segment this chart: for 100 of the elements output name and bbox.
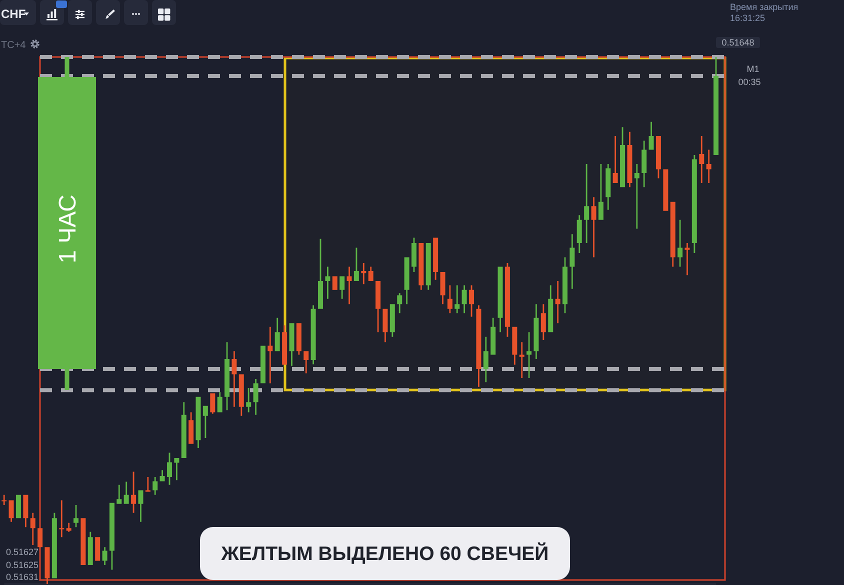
candlestick (224, 342, 230, 410)
candlestick (138, 490, 144, 522)
candlestick (246, 388, 252, 412)
candlestick (368, 266, 374, 281)
candlestick (116, 484, 122, 504)
candlestick (562, 257, 568, 314)
candlestick (555, 280, 560, 324)
annotation: ЖЕЛТЫМ ВЫДЕЛЕНО 60 СВЕЧЕЙ (220, 542, 549, 565)
candlestick (196, 396, 201, 448)
text: 0.51648 (722, 38, 754, 48)
candlestick (591, 197, 596, 258)
candlestick (397, 293, 402, 314)
annotation: 0.51627 (6, 547, 39, 557)
candlestick (440, 272, 446, 304)
candlestick (656, 136, 661, 178)
candlestick (88, 532, 93, 566)
candlestick (447, 285, 452, 314)
candlestick (483, 336, 488, 382)
candlestick (174, 458, 180, 480)
candlestick (23, 494, 28, 528)
candlestick (124, 482, 129, 504)
candlestick (238, 374, 244, 416)
candlestick (102, 547, 108, 566)
candlestick (576, 215, 582, 254)
candlestick (268, 326, 273, 384)
candlestick (181, 402, 186, 458)
candlestick (376, 280, 381, 332)
candlestick (426, 243, 431, 290)
text: 00:35 (738, 77, 761, 87)
candlestick (462, 285, 467, 314)
candlestick (346, 266, 352, 304)
candlestick (418, 243, 424, 290)
candlestick (684, 243, 690, 276)
candlestick (340, 276, 345, 299)
candlestick (498, 266, 503, 332)
candlestick (260, 346, 266, 384)
candlestick (404, 257, 410, 304)
candlestick (310, 305, 316, 364)
candlestick (274, 318, 280, 352)
text: TC+4 (1, 40, 26, 51)
candlestick (512, 326, 518, 365)
candlestick (540, 304, 546, 340)
candlestick (318, 238, 323, 309)
candlestick (612, 136, 618, 183)
candlestick (692, 155, 697, 254)
annotation: 1 ЧАС (54, 194, 82, 264)
candlestick (490, 318, 496, 355)
candlestick (454, 285, 460, 314)
candlestick (145, 477, 150, 492)
candlestick (670, 202, 676, 267)
annotation: 0.51625 (6, 560, 39, 570)
candlestick (16, 494, 21, 518)
candlestick (598, 164, 604, 220)
candlestick (30, 512, 36, 545)
candlestick (2, 494, 7, 505)
candlestick (202, 406, 208, 438)
candlestick (95, 537, 100, 561)
candlestick (325, 266, 330, 299)
candlestick (706, 150, 712, 183)
candlestick (634, 164, 640, 229)
candlestick (570, 234, 575, 289)
candlestick (8, 500, 14, 522)
candlestick (38, 528, 43, 548)
text: M1 (746, 64, 760, 74)
candlestick (296, 323, 302, 355)
candlestick (66, 522, 72, 532)
candlestick (253, 378, 258, 415)
candlestick (620, 127, 626, 188)
text: Время закрытия (730, 2, 798, 12)
candlestick (232, 351, 237, 407)
candlestick (534, 304, 539, 359)
candlestick (642, 140, 647, 188)
candlestick (469, 285, 474, 317)
candlestick (210, 393, 216, 414)
candlestick (606, 164, 611, 210)
candlestick (80, 518, 86, 566)
candlestick (504, 263, 510, 337)
candlestick (52, 512, 57, 578)
annotation: 0.51631 (6, 572, 39, 582)
candlestick (332, 276, 338, 290)
candlestick (627, 132, 632, 188)
candlestick (663, 169, 668, 211)
candlestick (584, 164, 590, 244)
candlestick (548, 285, 554, 332)
candlestick (304, 351, 309, 374)
candlestick (289, 323, 294, 366)
candlestick (411, 238, 416, 272)
candlestick (433, 238, 438, 280)
candlestick (160, 470, 165, 482)
candlestick (188, 412, 194, 444)
candlestick (217, 392, 222, 412)
candlestick (699, 136, 704, 183)
candlestick (390, 304, 395, 337)
candlestick (152, 477, 158, 495)
candlestick (361, 263, 366, 284)
candlestick (59, 500, 64, 538)
candlestick (519, 342, 524, 378)
candlestick (382, 308, 388, 342)
candlestick (166, 452, 172, 485)
text: 16:31:25 (730, 13, 766, 23)
